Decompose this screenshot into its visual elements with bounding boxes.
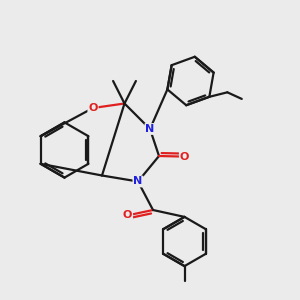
Text: O: O bbox=[88, 103, 98, 113]
Text: N: N bbox=[146, 124, 154, 134]
Text: O: O bbox=[123, 210, 132, 220]
Text: O: O bbox=[180, 152, 189, 162]
Text: N: N bbox=[134, 176, 142, 187]
